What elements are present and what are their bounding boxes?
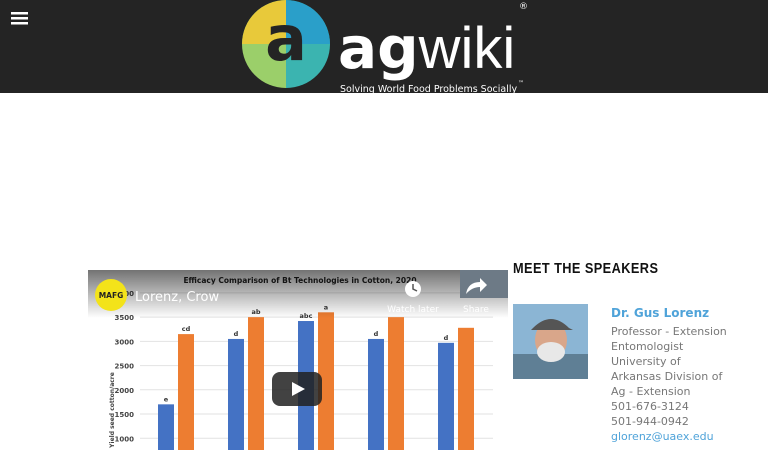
video-thumbnail: Efficacy Comparison of Bt Technologies i…	[88, 270, 508, 450]
y-tick-label: 3000	[115, 338, 135, 346]
top-overlay	[88, 270, 508, 318]
speaker-name: Dr. Gus Lorenz	[611, 306, 710, 320]
bar	[458, 327, 474, 450]
clock-hands	[412, 284, 418, 292]
bar	[368, 338, 384, 450]
speaker-detail: Professor - Extension	[611, 325, 727, 338]
tagline: Solving World Food Problems Socially	[340, 84, 517, 93]
brand-bold: ag	[338, 14, 419, 82]
bar	[228, 338, 244, 450]
registered-mark: ®	[519, 2, 528, 12]
significance-letter: d	[444, 334, 449, 342]
video-title: Lorenz, Crow	[135, 290, 219, 305]
significance-letter: e	[164, 395, 169, 403]
section-heading: MEET THE SPEAKERS	[513, 260, 659, 277]
share-icon[interactable]	[466, 278, 487, 294]
trademark: ™	[518, 80, 524, 87]
logo-letter: a	[265, 2, 307, 75]
bar	[318, 312, 334, 450]
y-axis-label: Yield seed cotton/acre	[109, 372, 116, 449]
brand-light: wiki	[418, 16, 516, 81]
y-tick-label: 1000	[115, 435, 135, 443]
play-triangle	[292, 382, 305, 396]
significance-letter: cd	[182, 325, 191, 333]
speaker-detail: Ag - Extension	[611, 385, 691, 398]
significance-letter: d	[374, 330, 379, 338]
bar	[158, 404, 174, 450]
header-graphics: a agwiki ® Solving World Food Problems S…	[11, 0, 528, 95]
bar	[178, 334, 194, 450]
logo[interactable]: a agwiki ®	[242, 0, 528, 88]
bar	[438, 342, 454, 450]
y-tick-label: 3500	[115, 314, 135, 322]
y-tick-label: 2500	[115, 363, 135, 371]
speaker-detail: University of	[611, 355, 681, 368]
significance-letter: d	[234, 330, 239, 338]
watch-later-label: Watch later	[387, 305, 439, 315]
video-embed[interactable]: Efficacy Comparison of Bt Technologies i…	[88, 270, 508, 450]
bar	[248, 317, 264, 450]
speaker-detail: Arkansas Division of	[611, 370, 723, 383]
share-label: Share	[463, 305, 489, 315]
y-tick-label: 1500	[115, 411, 135, 419]
bar	[388, 317, 404, 450]
speaker-detail: 501-944-0942	[611, 415, 689, 428]
y-tick-label: 2000	[115, 387, 135, 395]
speaker-card: Dr. Gus Lorenz Professor - Extension Entom…	[611, 306, 761, 444]
speaker-detail: 501-676-3124	[611, 400, 689, 413]
brand: agwiki	[338, 14, 515, 82]
channel-badge: MAFG	[99, 291, 124, 300]
speaker-detail: Entomologist	[611, 340, 684, 353]
speaker-photo	[513, 304, 588, 379]
channel-avatar	[95, 279, 127, 311]
header: a agwiki ® Solving World Food Problems S…	[0, 0, 768, 95]
menu-icon[interactable]	[11, 12, 28, 25]
speaker-email[interactable]: glorenz@uaex.edu	[611, 430, 714, 443]
